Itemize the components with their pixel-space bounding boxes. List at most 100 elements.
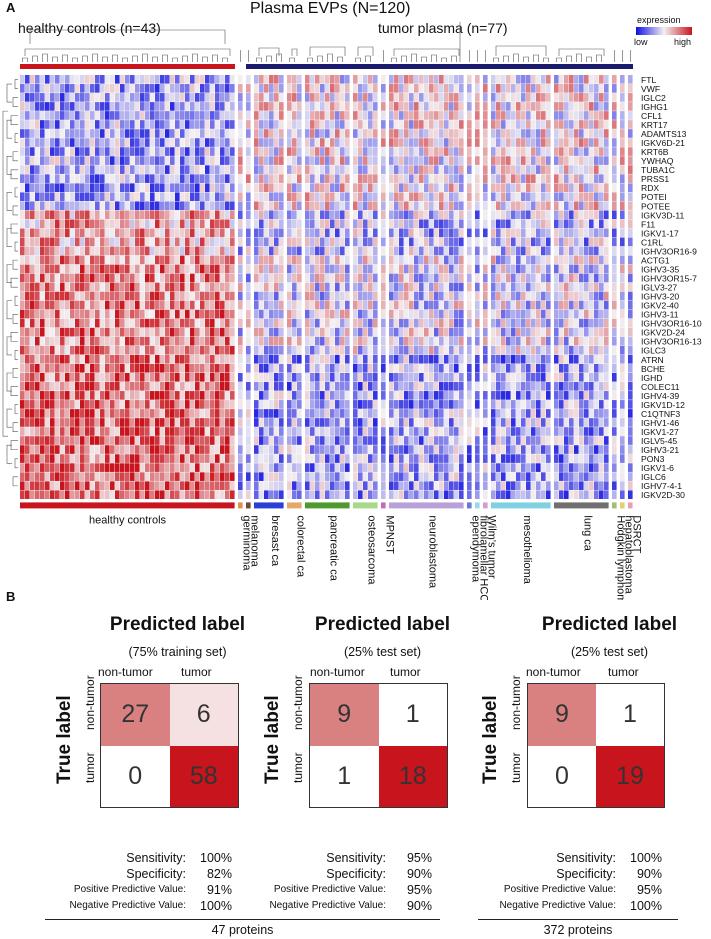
heatmap-cell bbox=[399, 463, 404, 472]
heatmap-cell bbox=[287, 201, 292, 211]
group-bar-osteosarcoma bbox=[353, 502, 378, 509]
heatmap-cell bbox=[30, 382, 35, 391]
heatmap-cell bbox=[35, 264, 40, 274]
heatmap-cell bbox=[200, 309, 205, 319]
heatmap-cell bbox=[454, 427, 459, 436]
heatmap-cell bbox=[536, 409, 541, 418]
heatmap-cell bbox=[536, 183, 541, 192]
heatmap-cell bbox=[389, 463, 394, 472]
heatmap-cell bbox=[190, 165, 195, 174]
heatmap-cell bbox=[511, 93, 516, 102]
heatmap-cell bbox=[399, 481, 404, 490]
heatmap-cell bbox=[25, 75, 30, 84]
heatmap-cell bbox=[45, 445, 50, 454]
heatmap-cell bbox=[238, 327, 243, 337]
heatmap-cell bbox=[325, 237, 330, 247]
heatmap-cell bbox=[546, 400, 551, 409]
heatmap-cell bbox=[205, 472, 210, 481]
heatmap-cell bbox=[35, 273, 40, 283]
heatmap-cell bbox=[419, 219, 424, 229]
heatmap-cell bbox=[491, 102, 496, 111]
heatmap-cell bbox=[210, 363, 215, 373]
heatmap-cell bbox=[574, 120, 579, 129]
heatmap-cell bbox=[254, 219, 259, 229]
heatmap-cell bbox=[292, 93, 297, 102]
heatmap-cell bbox=[190, 102, 195, 111]
heatmap-cell bbox=[65, 147, 70, 156]
heatmap-cell bbox=[501, 246, 506, 256]
heatmap-cell bbox=[292, 183, 297, 192]
heatmap-cell bbox=[35, 490, 40, 500]
heatmap-cell bbox=[175, 400, 180, 409]
heatmap-cell bbox=[335, 201, 340, 211]
heatmap-cell bbox=[526, 174, 531, 183]
heatmap-cell bbox=[554, 120, 559, 129]
heatmap-cell bbox=[85, 255, 90, 265]
heatmap-cell bbox=[175, 93, 180, 102]
heatmap-cell bbox=[501, 382, 506, 391]
heatmap-cell bbox=[373, 400, 378, 409]
heatmap-cell bbox=[125, 237, 130, 247]
heatmap-cell bbox=[449, 129, 454, 138]
heatmap-cell bbox=[70, 318, 75, 328]
heatmap-cell bbox=[195, 409, 200, 418]
heatmap-cell bbox=[35, 174, 40, 183]
heatmap-cell bbox=[516, 463, 521, 472]
heatmap-cell bbox=[110, 183, 115, 192]
heatmap-cell bbox=[483, 120, 488, 129]
heatmap-cell bbox=[330, 102, 335, 111]
heatmap-cell bbox=[373, 183, 378, 192]
heatmap-cell bbox=[110, 273, 115, 283]
heatmap-cell bbox=[444, 84, 449, 93]
heatmap-cell bbox=[65, 93, 70, 102]
heatmap-cell bbox=[80, 336, 85, 346]
heatmap-cell bbox=[368, 481, 373, 490]
heatmap-cell bbox=[60, 192, 65, 202]
heatmap-cell bbox=[269, 409, 274, 418]
heatmap-cell bbox=[246, 300, 251, 310]
heatmap-cell bbox=[368, 391, 373, 400]
heatmap-cell bbox=[100, 327, 105, 337]
heatmap-cell bbox=[353, 481, 358, 490]
heatmap-cell bbox=[459, 237, 464, 247]
heatmap-cell bbox=[145, 400, 150, 409]
heatmap-cell bbox=[155, 372, 160, 382]
heatmap-cell bbox=[358, 255, 363, 265]
heatmap-cell bbox=[45, 219, 50, 229]
heatmap-cell bbox=[373, 427, 378, 436]
heatmap-cell bbox=[305, 237, 310, 247]
heatmap-cell bbox=[564, 481, 569, 490]
heatmap-cell bbox=[404, 363, 409, 373]
heatmap-cell bbox=[287, 210, 292, 220]
heatmap-cell bbox=[238, 354, 243, 364]
group-label-wilm-s-tumor: Wilm's tumor bbox=[486, 515, 498, 579]
heatmap-cell bbox=[210, 400, 215, 409]
heatmap-cell bbox=[297, 237, 302, 247]
heatmap-cell bbox=[225, 282, 230, 292]
heatmap-cell bbox=[439, 409, 444, 418]
heatmap-cell bbox=[160, 237, 165, 247]
heatmap-cell bbox=[330, 192, 335, 202]
heatmap-cell bbox=[185, 427, 190, 436]
heatmap-cell bbox=[125, 174, 130, 183]
heatmap-cell bbox=[414, 246, 419, 256]
heatmap-cell bbox=[353, 291, 358, 301]
heatmap-cell bbox=[259, 427, 264, 436]
heatmap-cell bbox=[475, 183, 480, 192]
heatmap-cell bbox=[526, 156, 531, 165]
heatmap-cell bbox=[190, 481, 195, 490]
heatmap-cell bbox=[399, 282, 404, 292]
heatmap-cell bbox=[246, 183, 251, 192]
heatmap-cell bbox=[292, 481, 297, 490]
heatmap-cell bbox=[516, 354, 521, 364]
heatmap-cell bbox=[483, 192, 488, 202]
heatmap-cell bbox=[55, 336, 60, 346]
heatmap-cell bbox=[559, 309, 564, 319]
heatmap-cell bbox=[287, 246, 292, 256]
heatmap-cell bbox=[269, 129, 274, 138]
heatmap-cell bbox=[381, 165, 386, 174]
heatmap-cell bbox=[135, 138, 140, 147]
heatmap-cell bbox=[320, 93, 325, 102]
heatmap-cell bbox=[20, 427, 25, 436]
heatmap-cell bbox=[559, 391, 564, 400]
